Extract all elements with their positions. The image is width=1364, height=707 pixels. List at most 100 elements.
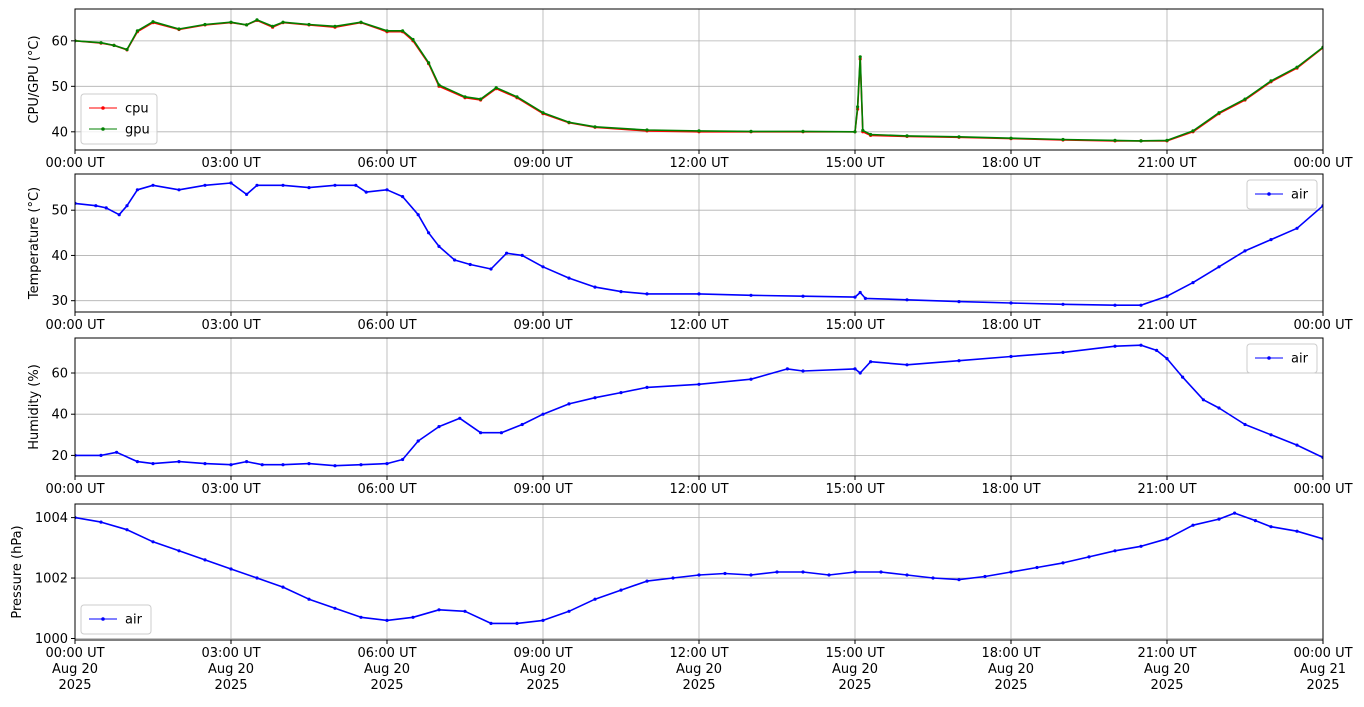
- x-tick-label: 03:00 UT: [201, 646, 260, 661]
- x-tick-date: Aug 20: [1144, 662, 1190, 677]
- legend-swatch-marker: [1267, 356, 1271, 360]
- data-point: [801, 369, 805, 373]
- x-tick-year: 2025: [526, 678, 559, 693]
- data-point: [1217, 265, 1221, 269]
- data-point: [115, 450, 119, 454]
- data-point: [879, 570, 883, 574]
- x-tick-year: 2025: [1150, 678, 1183, 693]
- data-point: [135, 460, 139, 464]
- data-point: [957, 135, 961, 139]
- data-point: [333, 24, 337, 28]
- data-point: [1243, 249, 1247, 253]
- data-point: [177, 549, 181, 553]
- data-point: [697, 292, 701, 296]
- data-point: [1295, 443, 1299, 447]
- data-point: [468, 262, 472, 267]
- legend-swatch-marker: [101, 106, 105, 110]
- data-point: [1295, 529, 1299, 533]
- x-tick-label: 15:00 UT: [825, 318, 884, 333]
- x-tick-label: 00:00 UT: [1293, 318, 1352, 333]
- data-point: [1233, 511, 1237, 515]
- x-tick-year: 2025: [1306, 678, 1339, 693]
- x-tick-label: 15:00 UT: [825, 482, 884, 497]
- x-tick-year: 2025: [682, 678, 715, 693]
- x-tick-date: Aug 20: [676, 662, 722, 677]
- x-tick-label: 09:00 UT: [513, 646, 572, 661]
- data-point: [567, 120, 571, 124]
- data-point: [593, 396, 597, 400]
- legend-label: air: [125, 613, 143, 628]
- panel-2: 00:00 UT 03:00 UT 06:00 UT 09:00 UT 12:00 UT…: [27, 173, 1353, 333]
- data-point: [1165, 138, 1169, 142]
- data-point: [401, 29, 405, 33]
- data-point: [858, 290, 862, 295]
- data-point: [853, 570, 857, 574]
- data-point: [245, 192, 249, 196]
- data-point: [931, 576, 935, 580]
- x-tick-date: Aug 20: [520, 662, 566, 677]
- data-point: [505, 251, 509, 255]
- series-group: [75, 511, 1323, 626]
- data-point: [1191, 523, 1195, 527]
- data-point: [427, 231, 431, 235]
- x-tick-label: 06:00 UT: [357, 156, 416, 171]
- data-point: [1269, 238, 1273, 242]
- x-tick-year: 2025: [58, 678, 91, 693]
- data-point: [281, 183, 285, 187]
- legend-label: air: [1291, 188, 1309, 203]
- x-tick-label: 18:00 UT: [981, 646, 1040, 661]
- data-point: [401, 457, 405, 462]
- x-tick-year: 2025: [370, 678, 403, 693]
- data-point: [619, 588, 623, 592]
- legend-label: air: [1291, 352, 1309, 367]
- x-tick-label: 18:00 UT: [981, 482, 1040, 497]
- data-point: [177, 27, 181, 31]
- data-point: [1113, 138, 1117, 142]
- x-tick-label: 00:00 UT: [1293, 482, 1352, 497]
- axes-frame: [74, 8, 1324, 151]
- x-tick-label: 00:00 UT: [45, 482, 104, 497]
- data-point: [203, 462, 207, 466]
- data-point: [112, 43, 116, 48]
- data-point: [1243, 97, 1247, 101]
- x-tick-label: 12:00 UT: [669, 318, 728, 333]
- x-tick-label: 21:00 UT: [1137, 156, 1196, 171]
- x-tick-label: 09:00 UT: [513, 156, 572, 171]
- data-point: [94, 204, 98, 208]
- data-point: [104, 206, 108, 210]
- data-point: [463, 609, 467, 613]
- data-point: [863, 296, 868, 300]
- data-point: [437, 425, 441, 429]
- series-line-gpu: [75, 19, 1323, 142]
- data-point: [333, 606, 337, 610]
- data-point: [177, 188, 181, 192]
- data-point: [125, 528, 129, 532]
- x-tick-label: 18:00 UT: [981, 318, 1040, 333]
- data-point: [333, 183, 337, 187]
- data-point: [1087, 555, 1091, 559]
- data-point: [541, 111, 545, 115]
- data-point: [749, 573, 753, 577]
- x-tick-year: 2025: [838, 678, 871, 693]
- data-point: [99, 520, 103, 524]
- data-point: [1061, 137, 1065, 142]
- y-tick-label: 50: [51, 204, 68, 219]
- series-group: [75, 181, 1323, 307]
- data-point: [1155, 348, 1159, 352]
- y-tick-label: 30: [51, 294, 68, 309]
- data-point: [1269, 525, 1273, 529]
- data-point: [515, 621, 519, 626]
- data-point: [463, 95, 467, 99]
- data-point: [1269, 433, 1273, 437]
- data-point: [541, 412, 545, 416]
- data-point: [1139, 303, 1143, 307]
- x-tick-label: 06:00 UT: [357, 482, 416, 497]
- data-point: [515, 95, 519, 99]
- data-point: [1113, 303, 1117, 307]
- data-point: [1061, 561, 1065, 565]
- data-point: [1295, 226, 1299, 230]
- data-point: [1217, 111, 1221, 115]
- data-point: [957, 359, 961, 363]
- data-point: [853, 367, 857, 371]
